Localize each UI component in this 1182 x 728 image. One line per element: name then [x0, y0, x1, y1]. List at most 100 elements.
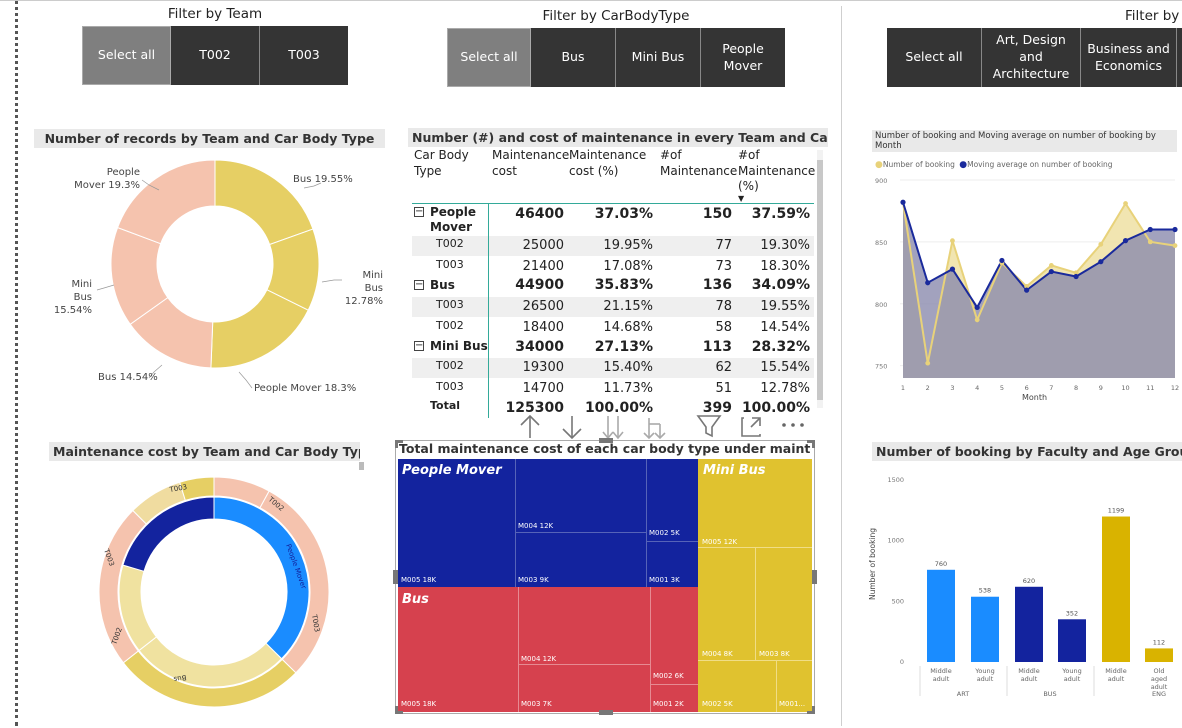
treemap-cell-label: M005 18K: [401, 700, 437, 708]
treemap-cell-border: [698, 660, 812, 661]
booking-point[interactable]: [1172, 243, 1178, 248]
table-row-bg: [412, 236, 814, 256]
moving-average-point[interactable]: [949, 266, 956, 272]
moving-average-area: [903, 202, 1175, 378]
team-t002-button[interactable]: T002: [171, 26, 260, 85]
faculty-art-button[interactable]: Art, Design and Architecture: [982, 28, 1081, 87]
booking-point[interactable]: [1147, 239, 1153, 245]
donut1-slice[interactable]: [214, 159, 314, 246]
donut2-scroll-indicator[interactable]: [359, 462, 364, 470]
bar[interactable]: [927, 569, 955, 662]
moving-average-point[interactable]: [974, 304, 980, 311]
booking-point[interactable]: [950, 238, 955, 244]
drill-hierarchy-icon[interactable]: [643, 418, 666, 440]
table-header[interactable]: Maintenance cost: [492, 148, 570, 178]
donut1-chart[interactable]: Bus 19.55% Mini Bus 12.78% People Mover …: [34, 150, 385, 400]
table-cell: 37.03%: [594, 206, 653, 222]
resize-handle[interactable]: [807, 440, 815, 448]
moving-average-point[interactable]: [1172, 226, 1178, 233]
team-slicer-title: Filter by Team: [167, 6, 263, 22]
table-header[interactable]: Maintenance cost (%): [569, 148, 647, 178]
booking-point[interactable]: [974, 317, 980, 323]
carbody-minibus-button[interactable]: Mini Bus: [616, 28, 701, 87]
table-cell: 51: [715, 381, 732, 396]
drill-up-icon[interactable]: [520, 414, 540, 438]
booking-point[interactable]: [1024, 284, 1030, 289]
bar[interactable]: [971, 596, 999, 662]
bar-chart[interactable]: 0 500 1000 1500 760 Middle adult 538 Young adult 6…: [868, 466, 1182, 724]
resize-handle[interactable]: [395, 706, 403, 714]
booking-point[interactable]: [1123, 201, 1128, 206]
table-header[interactable]: Car Body Type: [414, 148, 469, 178]
table-header[interactable]: #of Maintenance (%): [738, 148, 816, 194]
table-cell: 14.68%: [603, 320, 653, 335]
treemap-cell-label: M001 2K: [653, 700, 684, 708]
resize-handle[interactable]: [812, 570, 817, 584]
resize-handle[interactable]: [807, 706, 815, 714]
resize-handle[interactable]: [395, 440, 403, 448]
donut2-chart[interactable]: T003 T002 T003 T002 T003 People Mover Bu…: [96, 470, 336, 715]
expand-all-down-icon[interactable]: [602, 416, 624, 440]
collapse-icon[interactable]: −: [414, 279, 424, 290]
line-chart[interactable]: 750 800 850 900 1 2 3 4 5 6 7 8 9 10 11 12: [868, 172, 1182, 404]
table-scrollbar-thumb[interactable]: [817, 160, 823, 400]
donut1-title: Number of records by Team and Car Body T…: [34, 129, 385, 148]
bar[interactable]: [1145, 648, 1173, 662]
faculty-next-button-partial[interactable]: [1177, 28, 1182, 87]
collapse-icon[interactable]: −: [414, 340, 424, 351]
table-cell: 14.54%: [760, 320, 810, 335]
moving-average-point[interactable]: [1122, 238, 1129, 244]
donut2-outer-slice[interactable]: [179, 476, 215, 502]
bar[interactable]: [1102, 516, 1130, 662]
booking-point[interactable]: [1048, 262, 1054, 268]
linechart-xtick: 10: [1121, 384, 1129, 392]
carbody-select-all-button[interactable]: Select all: [447, 28, 531, 87]
team-t003-button[interactable]: T003: [260, 26, 348, 85]
legend-item[interactable]: Moving average on number of booking: [967, 160, 1113, 169]
booking-point[interactable]: [1073, 270, 1079, 276]
bar[interactable]: [1058, 619, 1086, 662]
moving-average-point[interactable]: [925, 280, 931, 286]
barchart-ytick: 1000: [887, 537, 904, 545]
moving-average-point[interactable]: [1098, 259, 1104, 265]
donut1-slice[interactable]: [116, 159, 216, 245]
carbody-bus-button[interactable]: Bus: [531, 28, 616, 87]
moving-average-point[interactable]: [1048, 268, 1054, 275]
treemap-group-bus[interactable]: [398, 587, 698, 712]
resize-handle[interactable]: [599, 438, 613, 443]
team-select-all-button[interactable]: Select all: [82, 26, 171, 85]
bar[interactable]: [1015, 586, 1043, 662]
moving-average-point[interactable]: [999, 257, 1005, 264]
sort-desc-icon[interactable]: ▼: [738, 194, 745, 203]
moving-average-line[interactable]: [902, 201, 1175, 310]
moving-average-point[interactable]: [1024, 287, 1030, 293]
legend-item[interactable]: Number of booking: [882, 160, 955, 169]
donut1-label: Bus 19.55%: [293, 174, 353, 185]
donut1-svg: [96, 159, 342, 389]
more-options-icon[interactable]: [782, 423, 804, 427]
moving-average-point[interactable]: [900, 199, 906, 205]
table-scrollbar[interactable]: [817, 150, 823, 408]
filter-icon[interactable]: [696, 415, 722, 438]
linechart-ytick: 750: [875, 363, 887, 371]
moving-average-point[interactable]: [1073, 273, 1079, 280]
linechart-xtick: 5: [1000, 384, 1004, 392]
booking-point[interactable]: [1098, 241, 1104, 247]
drill-down-icon[interactable]: [562, 416, 582, 440]
donut2-inner-slice[interactable]: [122, 496, 215, 572]
donut2-title: Maintenance cost by Team and Car Body Ty…: [49, 442, 360, 461]
barchart-ylabel: Number of booking: [868, 527, 877, 600]
resize-handle[interactable]: [599, 710, 613, 715]
faculty-business-button[interactable]: Business and Economics: [1081, 28, 1177, 87]
booking-line[interactable]: [902, 201, 1176, 364]
moving-average-point[interactable]: [1147, 226, 1153, 233]
faculty-select-all-button[interactable]: Select all: [887, 28, 982, 87]
collapse-icon[interactable]: −: [414, 206, 424, 217]
resize-handle[interactable]: [393, 570, 398, 584]
column-divider: [841, 6, 842, 726]
treemap-group-people-mover[interactable]: [398, 459, 698, 587]
booking-point[interactable]: [925, 360, 931, 366]
table-header[interactable]: #of Maintenance: [660, 148, 738, 178]
carbody-people-mover-button[interactable]: People Mover: [701, 28, 785, 87]
focus-mode-icon[interactable]: [741, 417, 761, 437]
